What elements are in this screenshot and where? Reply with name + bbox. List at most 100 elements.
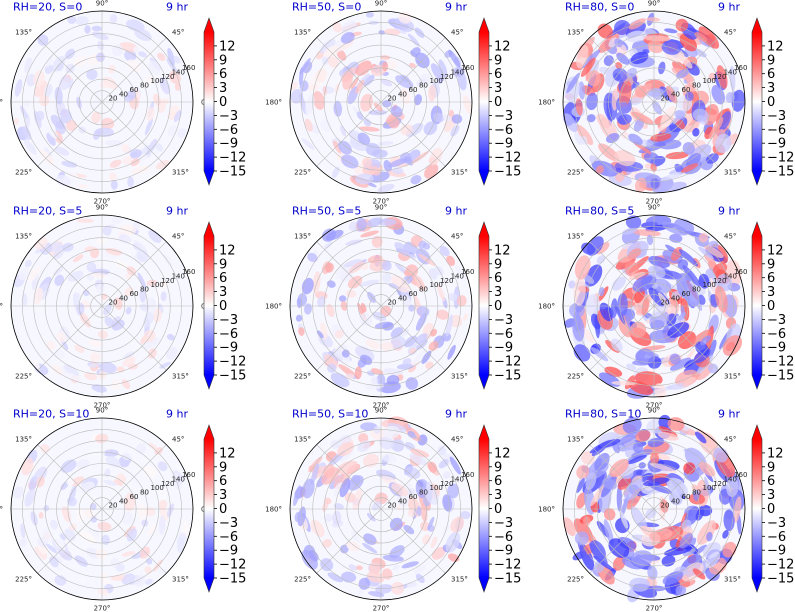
heatmap-cell bbox=[380, 305, 392, 317]
heatmap-cell bbox=[54, 274, 65, 286]
heatmap-cell bbox=[610, 298, 618, 318]
heatmap-cell bbox=[722, 335, 743, 357]
heatmap-cell bbox=[643, 35, 671, 42]
angle-tick-label: 180° bbox=[538, 506, 555, 514]
angle-tick-label: 225° bbox=[567, 576, 584, 584]
heatmap-cell bbox=[716, 65, 728, 89]
heatmap-cell bbox=[67, 15, 77, 25]
heatmap-cell bbox=[95, 548, 107, 560]
colorbar-tick-label: 12 bbox=[494, 243, 511, 258]
angle-tick-label: 135° bbox=[294, 436, 311, 444]
heatmap-cell bbox=[44, 84, 54, 97]
colorbar-gradient bbox=[479, 236, 489, 375]
heatmap-cell bbox=[614, 150, 636, 166]
heatmap-cell bbox=[589, 542, 608, 565]
heatmap-cell bbox=[366, 12, 374, 18]
colorbar-gradient bbox=[479, 439, 489, 578]
heatmap-cell bbox=[326, 303, 335, 318]
angular-grid-line bbox=[589, 241, 655, 307]
heatmap-cell bbox=[682, 265, 701, 287]
colorbar-tick-label: 9 bbox=[494, 53, 502, 68]
heatmap-cell bbox=[360, 302, 367, 313]
colorbar-tick-label: 12 bbox=[767, 243, 784, 258]
radial-tick-label: 20 bbox=[388, 299, 397, 307]
colorbar-tick-label: −15 bbox=[219, 572, 246, 587]
heatmap-cell bbox=[576, 492, 587, 509]
angle-tick-label: 135° bbox=[567, 436, 584, 444]
radial-tick-label: 160 bbox=[182, 268, 195, 276]
colorbar-tick-label: −9 bbox=[767, 137, 786, 152]
angle-tick-label: 270° bbox=[646, 198, 663, 206]
heatmap-cell bbox=[64, 364, 79, 377]
heatmap-cell bbox=[602, 477, 617, 490]
colorbar-tick-label: −15 bbox=[494, 572, 521, 587]
heatmap-cell bbox=[316, 330, 324, 339]
radial-tick-label: 80 bbox=[692, 82, 701, 90]
colorbar-tick-label: −6 bbox=[219, 530, 238, 545]
heatmap-cell bbox=[388, 282, 399, 289]
heatmap-cell bbox=[629, 97, 642, 106]
radial-tick-label: 160 bbox=[182, 64, 195, 72]
heatmap-cell bbox=[20, 523, 26, 539]
heatmap-cell bbox=[632, 274, 657, 292]
heatmap-cell bbox=[632, 442, 644, 454]
radial-tick-label: 40 bbox=[671, 90, 680, 98]
angle-tick-label: 225° bbox=[567, 373, 584, 381]
radial-tick-label: 20 bbox=[661, 299, 670, 307]
heatmap-cell bbox=[593, 555, 616, 573]
heatmap-cell bbox=[46, 54, 54, 67]
colorbar-tick-label: −3 bbox=[219, 516, 238, 531]
angular-grid-line bbox=[380, 508, 446, 574]
heatmap-cell bbox=[382, 368, 404, 375]
heatmap-cell bbox=[647, 565, 658, 580]
heatmap-cell bbox=[295, 314, 303, 322]
heatmap-cell bbox=[395, 75, 414, 89]
heatmap-cell bbox=[148, 442, 159, 452]
polar-frame bbox=[289, 417, 473, 601]
heatmap-cell bbox=[411, 348, 427, 366]
heatmap-cell bbox=[348, 564, 358, 571]
radial-tick-label: 140 bbox=[172, 476, 185, 484]
radial-tick-label: 80 bbox=[419, 82, 428, 90]
heatmap-cell bbox=[708, 72, 717, 81]
heatmap-cell bbox=[13, 118, 20, 125]
heatmap-cell bbox=[649, 462, 678, 473]
heatmap-cell bbox=[50, 114, 65, 130]
angle-tick-label: 270° bbox=[94, 605, 111, 612]
radial-tick-label: 60 bbox=[130, 290, 139, 298]
angle-tick-label: 315° bbox=[451, 576, 468, 584]
heatmap-cell bbox=[158, 515, 166, 535]
colorbar-gradient bbox=[752, 32, 762, 171]
heatmap-cell bbox=[44, 64, 54, 74]
panel-title: RH=80, S=5 bbox=[565, 205, 634, 218]
heatmap-cell bbox=[403, 524, 415, 535]
heatmap-cell bbox=[442, 114, 452, 122]
heatmap-cell bbox=[345, 373, 355, 379]
heatmap-cell bbox=[118, 234, 132, 244]
heatmap-cell bbox=[442, 332, 452, 342]
heatmap-cell bbox=[407, 508, 417, 518]
colorbar-tick-label: −15 bbox=[767, 165, 794, 180]
heatmap-cell bbox=[430, 328, 438, 337]
heatmap-cell bbox=[666, 181, 687, 192]
radial-tick-label: 120 bbox=[713, 480, 726, 488]
colorbar-tick-label: 0 bbox=[767, 502, 775, 517]
radial-tick-label: 120 bbox=[440, 480, 453, 488]
heatmap-cell bbox=[298, 67, 304, 86]
heatmap-cell bbox=[399, 88, 411, 105]
heatmap-cell bbox=[160, 291, 167, 302]
angle-tick-label: 315° bbox=[172, 373, 189, 381]
heatmap-cells bbox=[563, 414, 745, 603]
colorbar-tick-label: 9 bbox=[219, 53, 227, 68]
heatmap-cell bbox=[733, 496, 742, 523]
colorbar-tick-label: −15 bbox=[494, 369, 521, 384]
heatmap-cell bbox=[448, 49, 461, 68]
radial-tick-label: 60 bbox=[682, 86, 691, 94]
heatmap-cell bbox=[294, 512, 301, 522]
angle-tick-label: 315° bbox=[451, 169, 468, 177]
heatmap-cell bbox=[363, 118, 371, 127]
panel-time-label: 9 hr bbox=[445, 408, 467, 421]
heatmap-cell bbox=[84, 372, 98, 381]
heatmap-cell bbox=[693, 489, 700, 502]
heatmap-cell bbox=[628, 133, 643, 146]
